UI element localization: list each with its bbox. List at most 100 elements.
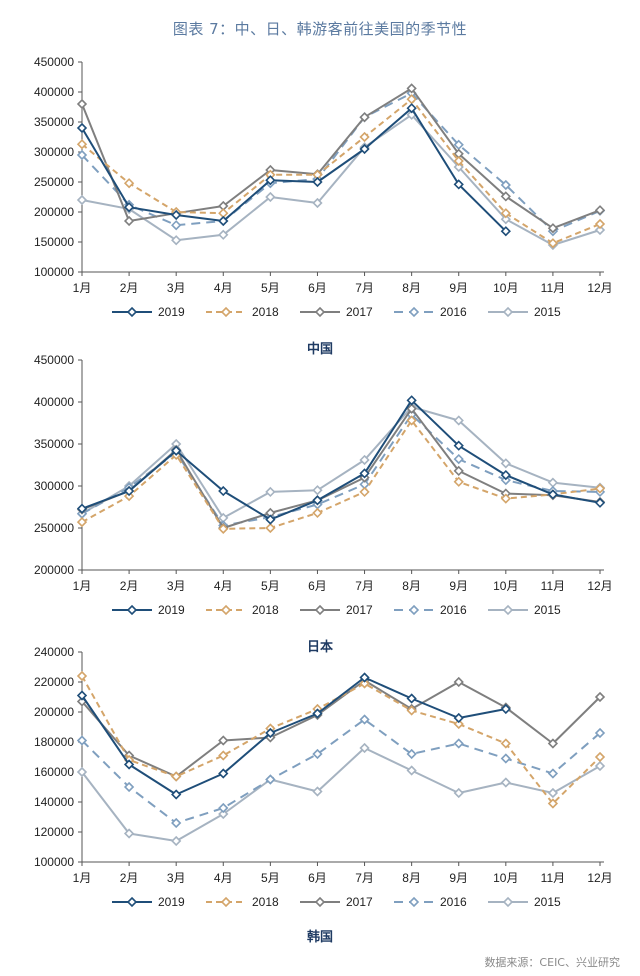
japan-series-line-2018 [81, 419, 601, 530]
japan-point-2015 [265, 486, 276, 498]
china-point-2015 [218, 229, 229, 240]
japan-point-2018 [359, 486, 370, 498]
china-y-tick-label: 450000 [34, 55, 74, 69]
china-y-tick-label: 300000 [34, 145, 74, 159]
legend-marker-2019 [126, 306, 138, 318]
korea-point-2018 [218, 750, 229, 761]
korea-point-2015 [500, 777, 511, 788]
legend-marker-2018 [220, 604, 232, 616]
korea-point-2016 [359, 714, 370, 725]
japan-point-2017 [406, 403, 417, 414]
china-x-tick-label: 6月 [308, 281, 327, 295]
china-point-2018 [453, 155, 464, 167]
china-point-2015 [500, 214, 511, 225]
china-point-2018 [500, 208, 511, 219]
japan-point-2019 [76, 503, 88, 514]
china-point-2017 [547, 223, 559, 234]
korea-point-2019 [123, 759, 135, 770]
korea-point-2018 [171, 771, 182, 782]
legend-marker-2015 [502, 604, 514, 616]
china-point-2019 [406, 103, 417, 114]
korea-point-2015 [76, 766, 88, 778]
legend-marker-2017 [314, 604, 326, 616]
china-point-2018 [76, 139, 88, 150]
korea-point-2017 [218, 735, 229, 746]
china-point-2019 [500, 226, 511, 237]
legend-marker-2017 [314, 306, 326, 318]
japan-chart: 200000 250000 300000 350000 400000 450000 1月 2月… [34, 353, 613, 617]
japan-point-2015 [359, 454, 370, 466]
china-x-tick-label: 8月 [402, 281, 421, 295]
japan-x-tick-label: 1月 [73, 579, 92, 593]
korea-point-2018 [406, 705, 417, 716]
japan-series-line-2015 [81, 406, 601, 519]
korea-x-tick-label: 6月 [308, 871, 327, 885]
china-point-2019 [265, 175, 276, 186]
japan-point-2019 [265, 514, 276, 525]
legend-marker-2017 [314, 896, 326, 908]
china-x-tick-label: 11月 [541, 281, 565, 295]
korea-x-tick-label: 11月 [541, 871, 565, 885]
japan-point-2018 [406, 415, 417, 426]
legend-label-2016: 2016 [440, 305, 467, 319]
korea-series-line-2015 [81, 747, 601, 842]
china-point-2015 [312, 197, 323, 209]
korea-x-tick-label: 3月 [167, 871, 186, 885]
japan-point-2019 [359, 468, 370, 479]
korea-x-tick-label: 2月 [120, 871, 139, 885]
china-point-2015 [76, 194, 88, 206]
korea-x-tick-label: 5月 [261, 871, 280, 885]
legend-marker-2016 [408, 306, 420, 318]
legend-marker-2016 [408, 604, 420, 616]
korea-point-2016 [312, 748, 323, 760]
china-series-line-2019 [81, 107, 507, 232]
korea-point-2018 [500, 738, 511, 749]
korea-point-2016 [76, 735, 88, 746]
japan-x-tick-label: 5月 [261, 579, 280, 593]
korea-y-tick-label: 100000 [34, 855, 74, 869]
korea-point-2016 [123, 781, 135, 793]
china-x-tick-label: 7月 [355, 281, 374, 295]
korea-point-2015 [171, 835, 182, 847]
japan-point-2019 [218, 485, 229, 497]
legend-marker-2015 [502, 306, 514, 318]
korea-y-tick-label: 160000 [34, 765, 74, 779]
legend-label-2018: 2018 [252, 603, 279, 617]
china-point-2017 [594, 205, 606, 216]
legend-marker-2016 [408, 896, 420, 908]
korea-y-tick-label: 140000 [34, 795, 74, 809]
japan-point-2019 [500, 469, 511, 481]
china-y-tick-label: 350000 [34, 115, 74, 129]
japan-series-line-2016 [81, 413, 601, 527]
korea-point-2017 [547, 738, 559, 749]
korea-point-2019 [359, 672, 370, 683]
chart-title: 图表 7：中、日、韩游客前往美国的季节性 [172, 20, 468, 38]
japan-point-2017 [453, 465, 464, 477]
china-series-line-2016 [81, 92, 601, 233]
korea-y-tick-label: 180000 [34, 735, 74, 749]
japan-x-tick-label: 3月 [167, 579, 186, 593]
legend-label-2015: 2015 [534, 305, 561, 319]
korea-y-tick-label: 240000 [34, 645, 74, 659]
source-note: 数据来源：CEIC、兴业研究 [484, 956, 620, 969]
china-caption: 中国 [306, 342, 333, 357]
legend-marker-2018 [220, 896, 232, 908]
china-x-tick-label: 3月 [167, 281, 186, 295]
korea-point-2017 [453, 676, 464, 688]
korea-point-2016 [500, 753, 511, 764]
japan-point-2016 [453, 453, 464, 465]
korea-point-2018 [359, 678, 370, 689]
china-point-2016 [76, 149, 88, 161]
legend-marker-2019 [126, 896, 138, 908]
china-point-2019 [76, 122, 88, 134]
korea-point-2019 [171, 789, 182, 800]
korea-point-2017 [594, 691, 606, 703]
korea-chart: 100000 120000 140000 160000 180000 200000 2200… [34, 645, 613, 909]
legend-label-2019: 2019 [158, 603, 185, 617]
japan-y-tick-label: 450000 [34, 353, 74, 367]
korea-x-tick-label: 7月 [355, 871, 374, 885]
china-point-2019 [312, 176, 323, 188]
korea-point-2016 [265, 774, 276, 785]
legend-label-2016: 2016 [440, 603, 467, 617]
legend-marker-2018 [220, 306, 232, 318]
